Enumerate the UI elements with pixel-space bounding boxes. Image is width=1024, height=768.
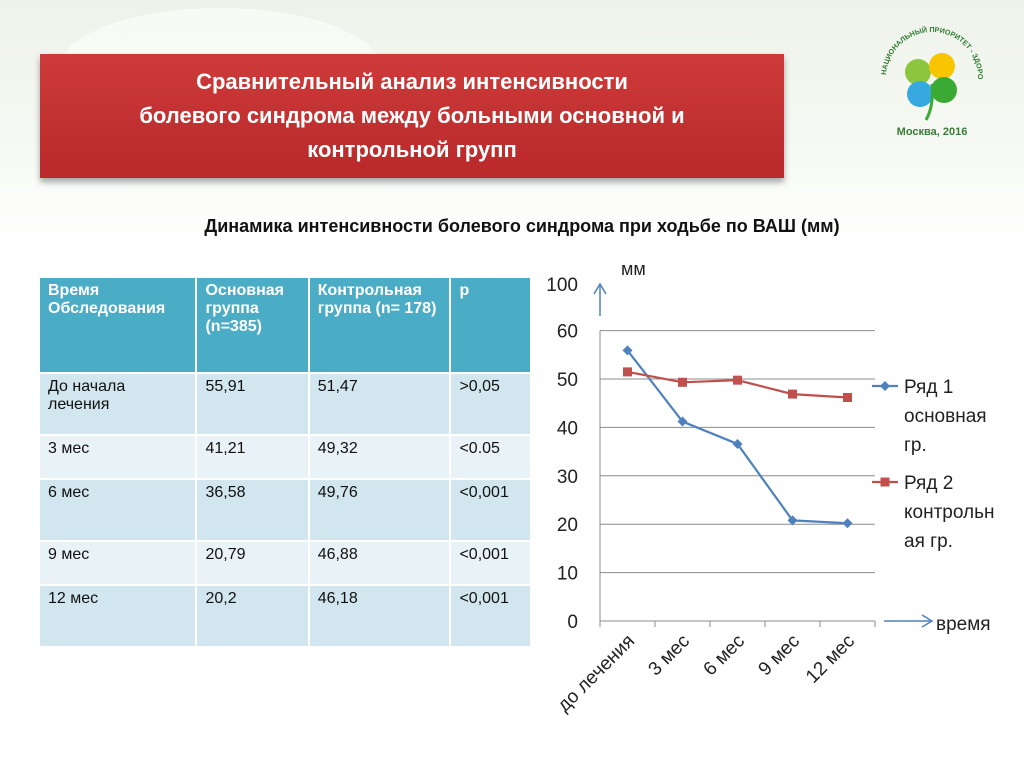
y-axis-arrowhead (593, 282, 607, 295)
legend-label: Ряд 2 (904, 473, 953, 494)
table-cell: 20,79 (197, 542, 308, 584)
clover-logo-icon: НАЦИОНАЛЬНЫЙ ПРИОРИТЕТ - ЗДОРОВЬЕ! (869, 15, 985, 121)
table-cell: <0,001 (451, 542, 530, 584)
table-cell: 49,76 (309, 480, 450, 540)
table-header-row: Время Обследования Основная группа (n=38… (40, 278, 530, 372)
data-point (623, 367, 632, 377)
x-axis-arrowhead (921, 614, 934, 628)
clover-stem (924, 83, 934, 121)
logo-city-year: Москва, 2016 (896, 126, 968, 138)
data-point (787, 515, 798, 526)
chart-subtitle: Динамика интенсивности болевого синдрома… (204, 216, 840, 236)
slide-title-banner: Сравнительный анализ интенсивности болев… (40, 54, 784, 178)
data-point (622, 345, 633, 356)
data-point (733, 375, 742, 385)
table-cell: >0,05 (451, 374, 530, 434)
clover-leaf (929, 53, 955, 79)
table-row: 6 мес 36,58 49,76 <0,001 (40, 480, 530, 540)
clover-leaf (931, 77, 957, 103)
legend-label: Ряд 1 (904, 377, 953, 398)
pain-dynamics-chart: 0 10 20 30 40 50 60 100 мм время до лечения 3 мес 6 … (546, 259, 994, 716)
data-point (678, 377, 687, 387)
x-tick-label: 3 мес (645, 631, 694, 680)
clover-leaf (907, 81, 933, 107)
data-point (732, 438, 743, 449)
national-priority-logo: НАЦИОНАЛЬНЫЙ ПРИОРИТЕТ - ЗДОРОВЬЕ! Москв… (869, 15, 992, 152)
y-tick-label: 40 (557, 418, 578, 439)
table-cell: <0,001 (451, 586, 530, 646)
x-axis-label: время (936, 614, 991, 635)
table-header-cell: p (451, 278, 530, 372)
legend-label: ая гр. (904, 531, 953, 552)
table-cell: 46,88 (309, 542, 450, 584)
table-row: 3 мес 41,21 49,32 <0.05 (40, 436, 530, 478)
table-cell: 36,58 (197, 480, 308, 540)
table-cell: 9 мес (40, 542, 196, 584)
x-tick-label: 6 мес (700, 631, 749, 680)
x-tick-label: 12 мес (802, 631, 859, 688)
y-tick-label: 10 (557, 564, 578, 585)
table-cell: 55,91 (197, 374, 308, 434)
table-cell: 46,18 (309, 586, 450, 646)
legend-label: основная (904, 406, 987, 427)
data-point (842, 518, 853, 529)
table-row: 12 мес 20,2 46,18 <0,001 (40, 586, 530, 646)
table-header-cell: Контрольная группа (n= 178) (309, 278, 450, 372)
table-cell: 49,32 (309, 436, 450, 478)
table-cell: <0,001 (451, 480, 530, 540)
table-row: До начала лечения 55,91 51,47 >0,05 (40, 374, 530, 434)
table-cell: <0.05 (451, 436, 530, 478)
y-tick-label: 60 (557, 322, 578, 343)
legend-label: гр. (904, 435, 927, 456)
data-point (788, 389, 797, 399)
x-tick-label: 9 мес (755, 631, 804, 680)
table-cell: 6 мес (40, 480, 196, 540)
legend-marker (880, 477, 890, 487)
table-cell: 51,47 (309, 374, 450, 434)
clover-leaf (905, 59, 931, 85)
table-cell: 3 мес (40, 436, 196, 478)
data-point (677, 416, 688, 427)
table-cell: 20,2 (197, 586, 308, 646)
table-row: 9 мес 20,79 46,88 <0,001 (40, 542, 530, 584)
y-tick-label: 30 (557, 467, 578, 488)
legend-label: контрольн (904, 502, 994, 523)
slide-title-line: Сравнительный анализ интенсивности (196, 69, 628, 94)
table-cell: 12 мес (40, 586, 196, 646)
table-cell: 41,21 (197, 436, 308, 478)
slide-title-line: контрольной групп (307, 137, 517, 162)
data-point (843, 392, 852, 402)
y-tick-label: 50 (557, 370, 578, 391)
legend-marker (880, 381, 890, 391)
y-tick-label: 100 (546, 275, 578, 296)
y-tick-label: 0 (567, 612, 578, 633)
y-tick-label: 20 (557, 515, 578, 536)
results-table: Время Обследования Основная группа (n=38… (38, 276, 532, 648)
y-axis-label: мм (621, 259, 646, 279)
table-cell: До начала лечения (40, 374, 196, 434)
table-header-cell: Время Обследования (40, 278, 196, 372)
table-header-cell: Основная группа (n=385) (197, 278, 308, 372)
slide-title-line: болевого синдрома между больными основно… (139, 103, 685, 128)
x-tick-label: до лечения (554, 631, 639, 716)
